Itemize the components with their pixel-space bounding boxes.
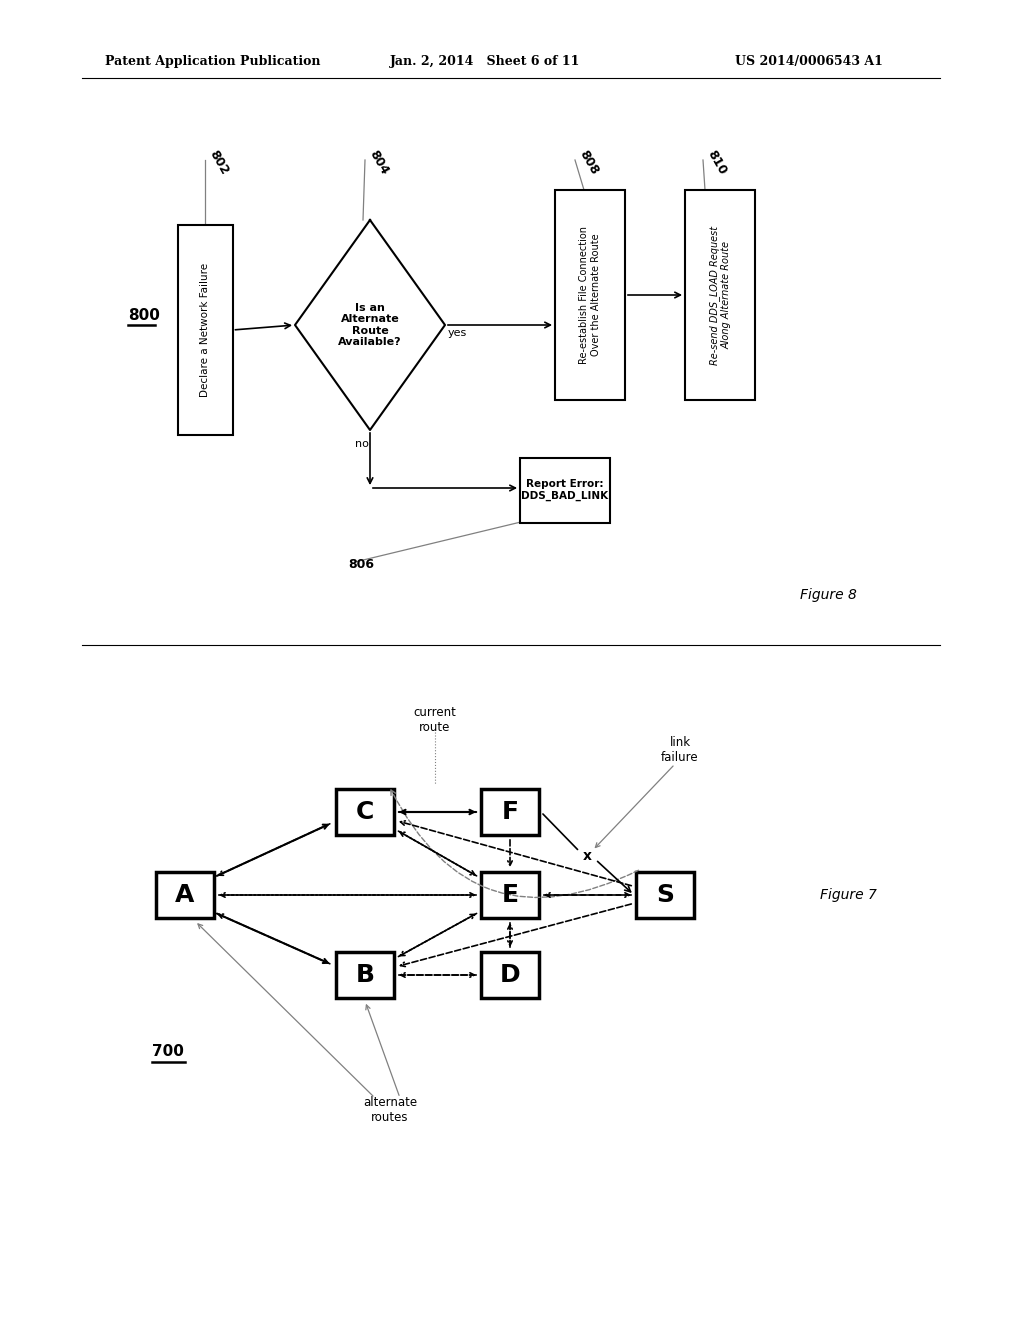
Text: A: A — [175, 883, 195, 907]
Text: no: no — [355, 440, 369, 449]
Text: 806: 806 — [348, 558, 374, 572]
Polygon shape — [295, 220, 445, 430]
Text: C: C — [355, 800, 374, 824]
FancyBboxPatch shape — [481, 873, 539, 917]
Text: S: S — [656, 883, 674, 907]
FancyBboxPatch shape — [636, 873, 694, 917]
FancyBboxPatch shape — [336, 789, 394, 836]
Text: B: B — [355, 964, 375, 987]
Text: Re-send DDS_LOAD Request
Along Alternate Route: Re-send DDS_LOAD Request Along Alternate… — [709, 226, 731, 364]
Text: current
route: current route — [414, 706, 457, 734]
FancyBboxPatch shape — [177, 224, 232, 436]
Text: E: E — [502, 883, 518, 907]
Text: Figure 8: Figure 8 — [800, 587, 857, 602]
Text: yes: yes — [449, 327, 467, 338]
FancyBboxPatch shape — [520, 458, 610, 523]
Text: 800: 800 — [128, 308, 160, 322]
Text: alternate
routes: alternate routes — [362, 1096, 417, 1125]
Text: Patent Application Publication: Patent Application Publication — [105, 55, 321, 69]
Text: Re-establish File Connection
Over the Alternate Route: Re-establish File Connection Over the Al… — [580, 226, 601, 364]
Text: 808: 808 — [577, 148, 601, 177]
Text: x: x — [583, 849, 592, 862]
Text: 802: 802 — [207, 148, 231, 177]
Text: Is an
Alternate
Route
Available?: Is an Alternate Route Available? — [338, 302, 401, 347]
Text: US 2014/0006543 A1: US 2014/0006543 A1 — [735, 55, 883, 69]
Text: link
failure: link failure — [662, 737, 698, 764]
FancyBboxPatch shape — [481, 952, 539, 998]
Text: Jan. 2, 2014   Sheet 6 of 11: Jan. 2, 2014 Sheet 6 of 11 — [390, 55, 581, 69]
Text: 810: 810 — [705, 148, 729, 177]
FancyBboxPatch shape — [156, 873, 214, 917]
Text: 700: 700 — [152, 1044, 184, 1060]
Text: Figure 7: Figure 7 — [820, 888, 877, 902]
Text: F: F — [502, 800, 518, 824]
FancyBboxPatch shape — [336, 952, 394, 998]
Text: 804: 804 — [367, 148, 391, 177]
FancyBboxPatch shape — [555, 190, 625, 400]
FancyBboxPatch shape — [685, 190, 755, 400]
Text: D: D — [500, 964, 520, 987]
Text: Declare a Network Failure: Declare a Network Failure — [200, 263, 210, 397]
FancyBboxPatch shape — [481, 789, 539, 836]
Text: Report Error:
DDS_BAD_LINK: Report Error: DDS_BAD_LINK — [521, 479, 608, 500]
